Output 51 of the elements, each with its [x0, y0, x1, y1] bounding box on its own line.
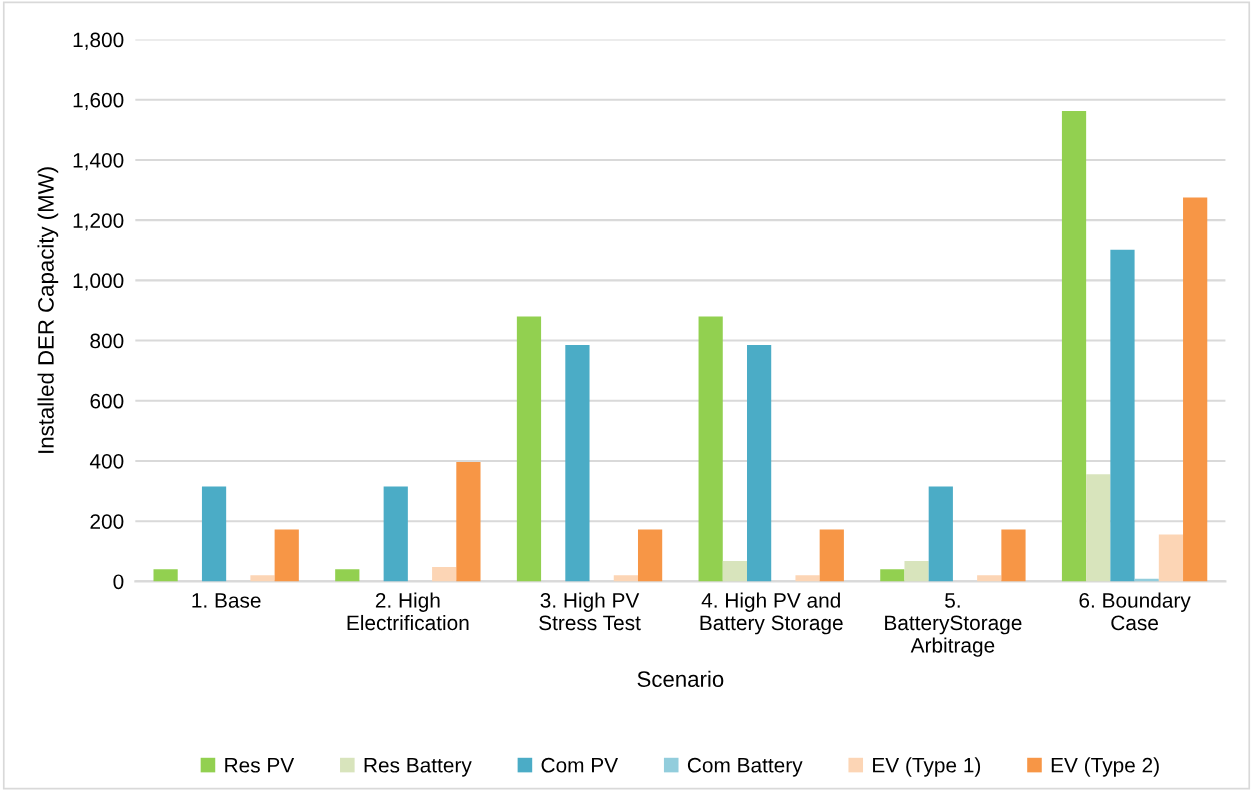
legend-label: EV (Type 2) — [1051, 757, 1159, 777]
y-axis-title: Installed DER Capacity (MW) — [37, 167, 59, 453]
bar — [201, 486, 227, 582]
bar — [383, 486, 408, 582]
bar — [747, 345, 772, 582]
y-tick-label: 600 — [90, 393, 124, 409]
legend-label: EV (Type 1) — [873, 757, 981, 777]
y-tick-label: 400 — [89, 453, 124, 469]
y-tick-label: 1,600 — [73, 92, 124, 110]
x-tick-label: 6. Boundary Case — [1079, 592, 1191, 631]
bar — [722, 560, 747, 582]
legend-label: Com PV — [541, 757, 619, 773]
bar — [1110, 249, 1135, 582]
bar — [795, 575, 820, 582]
bar — [1086, 474, 1111, 582]
bar — [1158, 534, 1184, 582]
y-tick-label: 200 — [90, 514, 124, 529]
x-tick-label: 3. High PV Stress Test — [539, 592, 641, 631]
legend-label: Res Battery — [364, 758, 472, 777]
bar — [977, 575, 1002, 582]
bar — [819, 529, 844, 582]
bar — [613, 575, 638, 582]
x-tick-label: 5. BatteryStorage Arbitrage — [885, 593, 1022, 657]
bar — [1183, 197, 1208, 582]
bar — [250, 575, 275, 582]
legend-label: Res PV — [225, 758, 295, 773]
bar — [274, 529, 299, 582]
y-tick-label: 1,000 — [73, 273, 124, 291]
bar — [1001, 529, 1026, 582]
y-tick-label: 1,800 — [73, 32, 124, 50]
y-tick-label: 0 — [113, 574, 124, 590]
bar — [637, 529, 663, 582]
bar — [335, 569, 360, 582]
bar — [1061, 110, 1087, 582]
bar — [432, 566, 457, 582]
y-tick-label: 1,400 — [73, 152, 124, 171]
bar — [904, 560, 929, 582]
x-axis-title: Scenario — [637, 670, 724, 688]
y-tick-label: 1,200 — [73, 213, 124, 231]
y-tick-label: 800 — [90, 333, 124, 349]
bar — [565, 345, 590, 582]
bar — [698, 316, 723, 582]
legend-label: Com Battery — [687, 757, 803, 777]
x-tick-label: 1. Base — [192, 593, 261, 608]
bar — [928, 486, 953, 582]
bar — [153, 569, 178, 582]
bar — [516, 316, 542, 582]
x-tick-label: 4. High PV and Battery Storage — [700, 592, 843, 635]
x-tick-label: 2. High Electrification — [347, 592, 469, 631]
bar — [456, 461, 481, 582]
bar — [880, 569, 905, 582]
